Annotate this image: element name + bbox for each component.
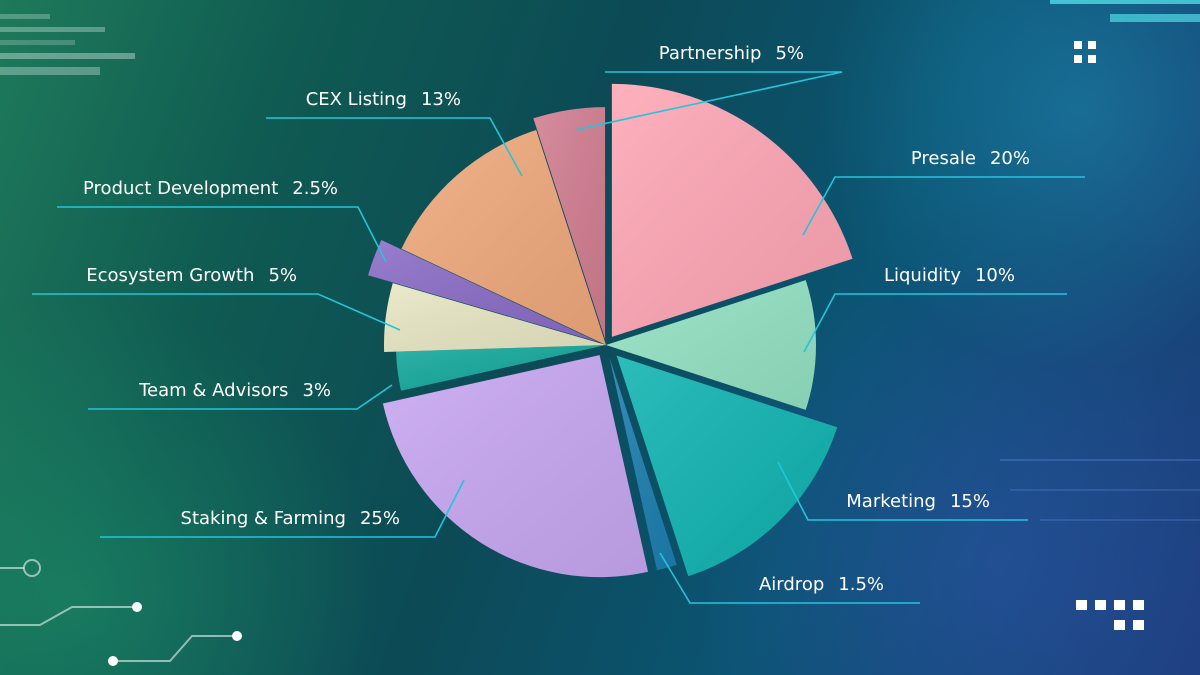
pie-slice-shade [533,107,606,340]
circuit-nodes [108,602,242,666]
leader-line [88,384,393,410]
pie-slice-shade [384,283,606,352]
leader-line [659,552,920,604]
slice-label: Liquidity 10% [884,265,1015,286]
slice-label: Ecosystem Growth 5% [86,265,297,286]
pie-slice-shade [382,355,648,578]
slice-label: Team & Advisors 3% [138,380,331,401]
slice-label-name: Product Development [83,178,278,199]
slice-label-value: 20% [990,148,1030,169]
slice-label-value: 5% [775,43,804,64]
slice-label-name: Team & Advisors [138,380,288,401]
pie-slices [368,83,853,578]
leader-line [777,461,1028,521]
slice-label: Marketing 15% [846,491,990,512]
pie-slice-shade [401,130,606,345]
slice-label-name: Marketing [846,491,936,512]
slice-label-name: Partnership [659,43,762,64]
slice-label-name: Staking & Farming [181,508,346,529]
slice-label-name: Presale [911,148,976,169]
slice-label: Staking & Farming 25% [181,508,400,529]
slice-labels: Presale 20% Liquidity 10% Marketing 15% Airdro… [83,43,1030,595]
leader-line [803,293,1067,353]
slice-label: Airdrop 1.5% [759,574,884,595]
slice-label-name: Ecosystem Growth [86,265,254,286]
slice-label-value: 3% [302,380,331,401]
leader-line [574,71,843,131]
leader-line [32,293,401,331]
slice-label-value: 10% [975,265,1015,286]
leader-lines [32,71,1085,604]
pie-slice-shade [606,280,817,410]
slice-label-value: 15% [950,491,990,512]
slice-label: CEX Listing 13% [306,89,461,110]
slice-label-value: 1.5% [838,574,884,595]
slice-label-value: 25% [360,508,400,529]
slice-label: Partnership 5% [659,43,804,64]
leader-line [100,479,465,538]
pie-slice-shade [611,83,853,337]
grid-dots-icon [1074,41,1096,63]
slice-label-name: Liquidity [884,265,961,286]
slice-label: Product Development 2.5% [83,178,338,199]
pie-slice-shade [396,345,606,391]
leader-line [802,176,1085,236]
leader-line [266,117,523,177]
grid-dots-icon-bottom [1076,600,1144,630]
slice-label-name: Airdrop [759,574,824,595]
slice-label-name: CEX Listing [306,89,407,110]
circuit-lines [0,459,1200,662]
slice-label-value: 5% [268,265,297,286]
leader-line [57,206,387,263]
streak-lines-top-left [0,14,135,75]
streak-lines-top-right [1050,0,1200,22]
pie-slice-shade [368,239,599,343]
slice-label-value: 2.5% [292,178,338,199]
pie-slice-shade [616,355,838,577]
pie-slice-shade [609,357,677,571]
slice-label: Presale 20% [911,148,1030,169]
slice-label-value: 13% [421,89,461,110]
